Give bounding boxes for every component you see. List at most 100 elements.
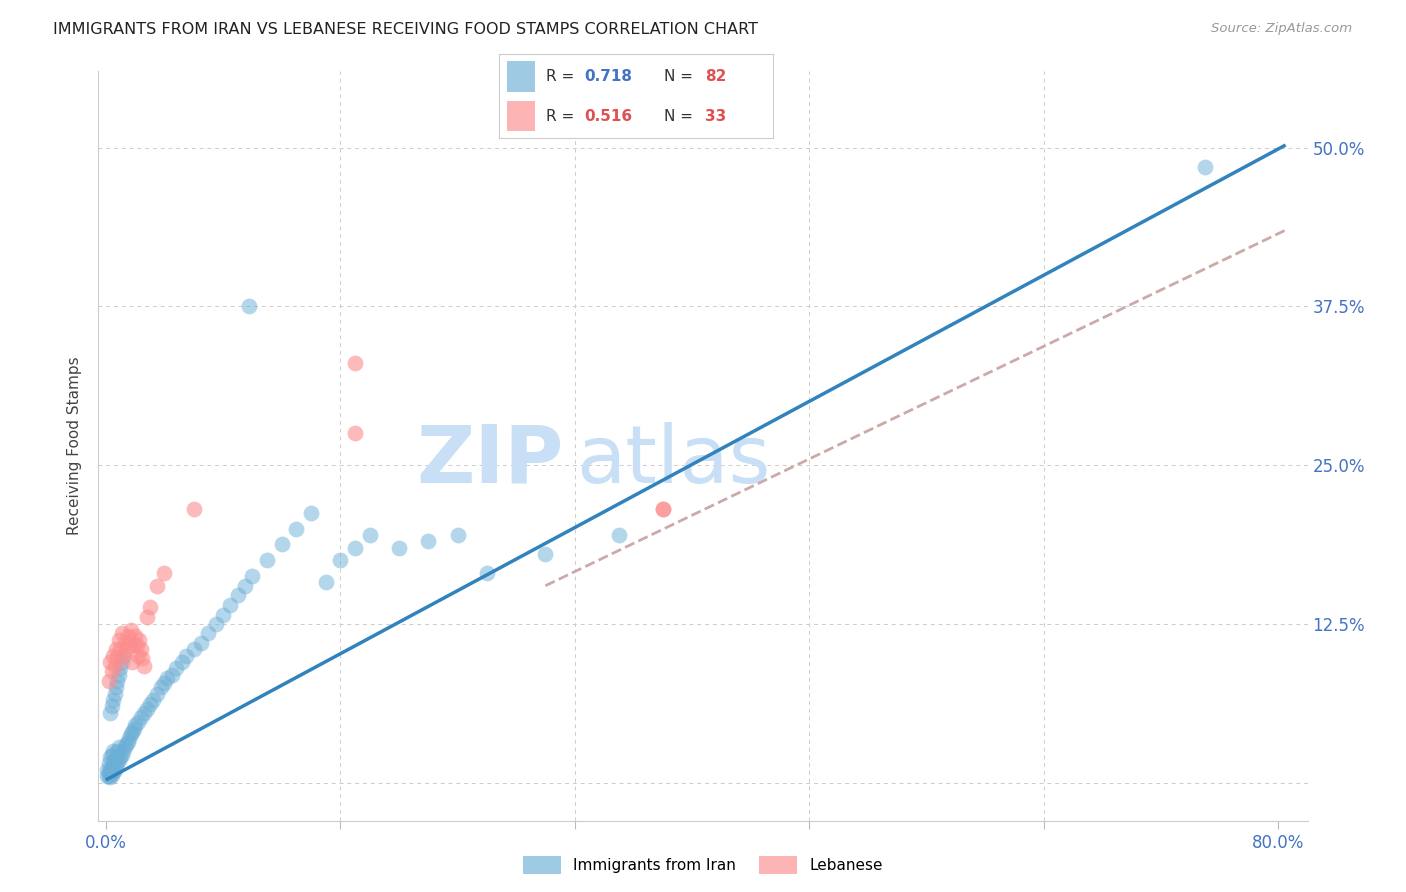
Point [127, 648, 149, 663]
Point [170, 655, 193, 669]
Point [111, 625, 134, 640]
Point [118, 731, 141, 745]
Point [146, 687, 169, 701]
Point [115, 738, 138, 752]
Point [115, 642, 138, 657]
Point [190, 636, 212, 650]
Point [111, 655, 134, 669]
Point [343, 356, 366, 370]
Point [100, 760, 122, 774]
Point [651, 502, 673, 516]
Point [114, 739, 136, 754]
Point [226, 588, 249, 602]
Point [651, 502, 673, 516]
Point [100, 747, 122, 762]
Point [150, 681, 173, 695]
Point [127, 714, 149, 729]
Text: 33: 33 [704, 109, 725, 124]
Point [97, 673, 120, 688]
Point [98, 750, 121, 764]
Point [98, 706, 121, 720]
Point [285, 522, 308, 536]
Point [120, 727, 142, 741]
Point [112, 648, 135, 663]
Point [107, 744, 129, 758]
Point [105, 681, 128, 695]
Point [165, 661, 187, 675]
Point [108, 633, 131, 648]
Text: N =: N = [664, 69, 697, 84]
Point [121, 655, 143, 669]
Bar [508, 62, 534, 92]
Point [97, 765, 120, 780]
Point [238, 299, 260, 313]
Point [97, 769, 120, 783]
Point [125, 639, 148, 653]
Point [107, 673, 129, 688]
Point [132, 658, 155, 673]
Point [107, 756, 129, 771]
Point [112, 744, 135, 758]
Point [117, 735, 139, 749]
Point [315, 574, 337, 589]
Point [105, 642, 128, 657]
Point [299, 506, 322, 520]
Point [1194, 160, 1216, 174]
Text: 82: 82 [704, 69, 725, 84]
Point [212, 607, 235, 622]
Point [112, 648, 135, 663]
Text: IMMIGRANTS FROM IRAN VS LEBANESE RECEIVING FOOD STAMPS CORRELATION CHART: IMMIGRANTS FROM IRAN VS LEBANESE RECEIVI… [53, 22, 758, 37]
Point [418, 534, 440, 549]
Point [146, 579, 169, 593]
Point [100, 768, 122, 782]
Point [105, 750, 128, 764]
Point [101, 648, 124, 663]
Point [98, 763, 121, 777]
Point [110, 642, 132, 657]
Y-axis label: Receiving Food Stamps: Receiving Food Stamps [67, 357, 83, 535]
Point [138, 697, 160, 711]
Point [270, 537, 292, 551]
Text: R =: R = [546, 69, 579, 84]
Text: R =: R = [546, 109, 579, 124]
Point [108, 739, 131, 754]
Point [98, 655, 121, 669]
Point [124, 718, 146, 732]
Point [176, 648, 198, 663]
Point [96, 763, 118, 777]
Point [153, 676, 176, 690]
Point [110, 750, 132, 764]
Point [122, 722, 145, 736]
Text: 0.516: 0.516 [583, 109, 633, 124]
Legend: Immigrants from Iran, Lebanese: Immigrants from Iran, Lebanese [517, 850, 889, 880]
Text: ZIP: ZIP [416, 422, 564, 500]
Point [160, 667, 183, 681]
Point [129, 709, 152, 723]
Point [100, 699, 122, 714]
Point [101, 756, 124, 771]
Point [120, 623, 142, 637]
Point [204, 616, 226, 631]
Point [256, 553, 278, 567]
Point [122, 639, 145, 653]
Text: 0.718: 0.718 [583, 69, 633, 84]
Point [107, 651, 129, 665]
Point [118, 639, 141, 653]
Point [121, 724, 143, 739]
Point [110, 661, 132, 675]
Point [219, 598, 242, 612]
Point [359, 528, 381, 542]
Point [446, 528, 468, 542]
Text: Source: ZipAtlas.com: Source: ZipAtlas.com [1212, 22, 1353, 36]
Point [98, 771, 121, 785]
Point [105, 760, 128, 774]
Point [240, 568, 263, 582]
Bar [508, 101, 534, 131]
Text: atlas: atlas [576, 422, 770, 500]
Text: N =: N = [664, 109, 697, 124]
Point [117, 630, 139, 644]
Point [103, 763, 125, 777]
Point [343, 541, 366, 555]
Point [343, 426, 366, 441]
Point [128, 633, 150, 648]
